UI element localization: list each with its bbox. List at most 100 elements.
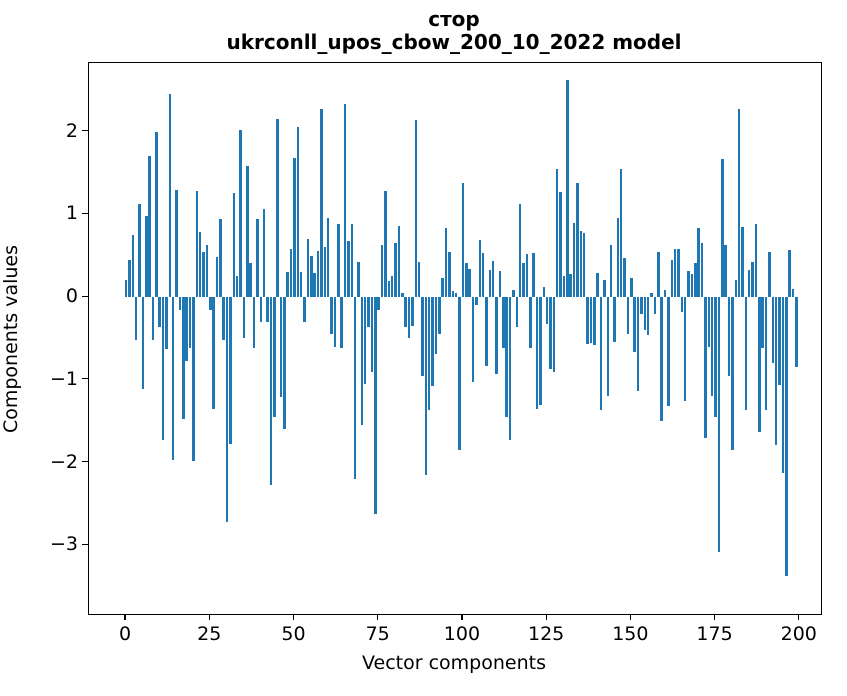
bar bbox=[731, 297, 734, 451]
x-tick-mark bbox=[377, 614, 379, 620]
bar bbox=[320, 108, 323, 298]
bar bbox=[714, 297, 717, 418]
y-tick-label: 0 bbox=[65, 285, 78, 308]
bar bbox=[522, 263, 525, 298]
plot-area bbox=[88, 62, 822, 615]
bar bbox=[347, 240, 350, 298]
x-tick-label: 75 bbox=[365, 623, 390, 645]
bar bbox=[165, 297, 168, 350]
bar bbox=[421, 297, 424, 376]
bar bbox=[185, 297, 188, 361]
x-tick-label: 25 bbox=[197, 623, 222, 645]
bar bbox=[586, 297, 589, 345]
bar bbox=[434, 297, 438, 355]
y-tick-label: −3 bbox=[49, 533, 78, 556]
bar bbox=[427, 297, 431, 411]
y-tick-mark bbox=[82, 212, 88, 214]
bar bbox=[633, 297, 636, 352]
x-tick-mark bbox=[545, 614, 547, 620]
bar bbox=[367, 297, 370, 327]
y-tick-label: −2 bbox=[49, 450, 78, 473]
bar bbox=[518, 204, 522, 298]
bar bbox=[380, 245, 384, 298]
bar bbox=[128, 259, 131, 298]
bar bbox=[451, 291, 455, 298]
bar bbox=[239, 130, 242, 298]
bar bbox=[303, 297, 306, 322]
bar bbox=[475, 297, 478, 306]
bar bbox=[555, 168, 559, 298]
bar bbox=[670, 259, 674, 298]
bar bbox=[377, 297, 380, 310]
bar bbox=[673, 249, 677, 298]
bar bbox=[626, 297, 630, 334]
bar bbox=[539, 297, 542, 405]
bar bbox=[441, 278, 444, 298]
bar bbox=[491, 260, 495, 298]
bar bbox=[623, 258, 626, 298]
bar bbox=[606, 297, 610, 396]
bar bbox=[663, 289, 667, 298]
x-tick-mark bbox=[461, 614, 463, 620]
bar bbox=[778, 297, 781, 385]
bar bbox=[576, 182, 579, 298]
bar bbox=[357, 261, 360, 298]
bar bbox=[310, 255, 313, 298]
bar bbox=[404, 297, 407, 327]
bar bbox=[188, 297, 192, 349]
bar bbox=[589, 297, 593, 344]
bar bbox=[690, 273, 694, 298]
bar bbox=[259, 297, 263, 322]
bar bbox=[384, 191, 387, 298]
bar bbox=[212, 297, 215, 409]
bar bbox=[737, 108, 741, 298]
bar bbox=[370, 297, 374, 372]
y-tick-mark bbox=[82, 460, 88, 463]
bar bbox=[273, 297, 276, 418]
bar bbox=[549, 297, 552, 370]
bar bbox=[175, 189, 178, 298]
x-tick-mark bbox=[713, 614, 716, 620]
bar bbox=[478, 240, 481, 298]
bar bbox=[168, 94, 172, 298]
bar bbox=[697, 228, 700, 298]
bar bbox=[603, 279, 606, 298]
bar bbox=[481, 253, 485, 298]
bar bbox=[225, 297, 229, 523]
bar bbox=[680, 297, 684, 313]
bar bbox=[299, 272, 303, 298]
bar bbox=[707, 297, 711, 347]
bar bbox=[535, 297, 539, 409]
y-tick-label: −1 bbox=[49, 367, 78, 390]
x-tick-label: 150 bbox=[612, 623, 649, 645]
bar bbox=[774, 297, 778, 446]
bar bbox=[266, 297, 269, 322]
bar bbox=[788, 249, 791, 298]
bar bbox=[448, 251, 451, 298]
x-tick-mark bbox=[629, 614, 631, 620]
bar bbox=[387, 281, 391, 298]
bar bbox=[431, 297, 434, 386]
bar bbox=[438, 297, 441, 334]
bar bbox=[465, 263, 468, 298]
bar bbox=[293, 158, 296, 298]
bar bbox=[215, 256, 219, 298]
bar bbox=[512, 289, 515, 298]
y-tick-mark bbox=[82, 543, 88, 545]
x-tick-mark bbox=[208, 614, 210, 620]
bar bbox=[785, 297, 788, 576]
bar bbox=[636, 297, 640, 392]
bar bbox=[704, 297, 707, 438]
bar bbox=[562, 276, 566, 298]
bar bbox=[155, 131, 158, 298]
y-tick-label: 1 bbox=[65, 202, 78, 225]
bar bbox=[485, 297, 488, 366]
bar bbox=[397, 225, 401, 298]
bar bbox=[340, 297, 343, 349]
bar bbox=[283, 297, 286, 430]
bar bbox=[232, 192, 236, 298]
bar bbox=[209, 297, 212, 310]
chart-title-word: стор bbox=[428, 7, 480, 31]
bar bbox=[505, 297, 508, 418]
bar bbox=[502, 297, 505, 349]
